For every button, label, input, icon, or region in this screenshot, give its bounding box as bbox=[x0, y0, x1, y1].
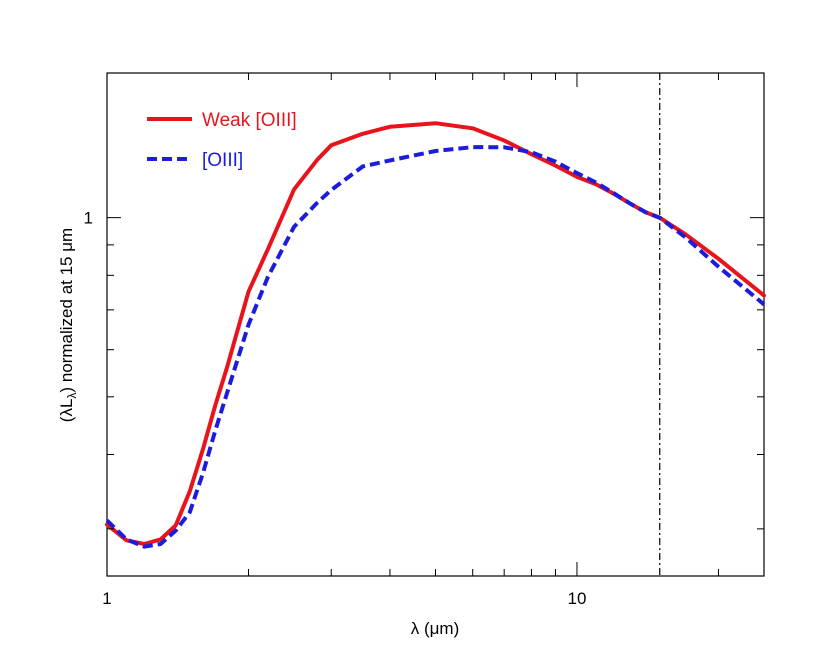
series-layer bbox=[105, 121, 766, 549]
legend: Weak [OIII] [OIII] bbox=[147, 110, 297, 171]
series-line-oiii bbox=[105, 145, 766, 549]
x-tick-label-10: 10 bbox=[568, 589, 587, 608]
ticks-layer bbox=[106, 73, 764, 576]
legend-label-weak-oiii: Weak [OIII] bbox=[202, 110, 297, 131]
x-axis-label: λ (μm) bbox=[411, 619, 460, 638]
y-axis-label: (λLλ) normalized at 15 μm bbox=[57, 228, 79, 422]
x-tick-label-1: 1 bbox=[102, 589, 111, 608]
plot-frame bbox=[106, 72, 765, 577]
series-line-weak-oiii bbox=[105, 121, 766, 546]
legend-label-oiii: [OIII] bbox=[202, 150, 243, 171]
y-tick-label-1: 1 bbox=[84, 209, 93, 228]
plot-area-border bbox=[106, 72, 765, 577]
tick-labels-layer: 1 10 1 bbox=[84, 209, 587, 608]
